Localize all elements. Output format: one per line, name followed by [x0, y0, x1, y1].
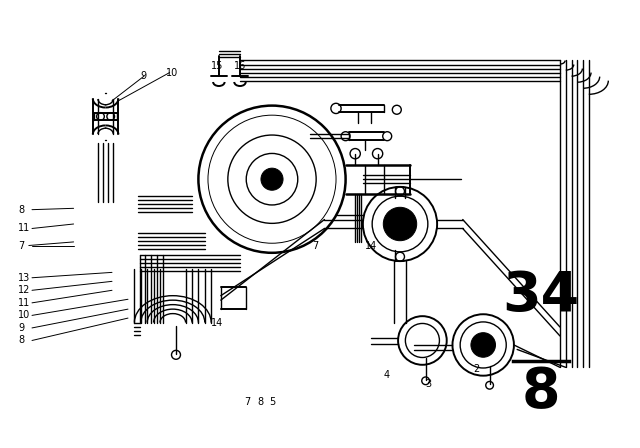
Text: 11: 11 [18, 298, 30, 308]
Text: 8: 8 [522, 365, 560, 419]
Text: 8: 8 [257, 397, 264, 407]
Text: 13: 13 [18, 273, 30, 283]
Text: 12: 12 [18, 285, 30, 295]
Text: 8: 8 [18, 336, 24, 345]
Text: 14: 14 [211, 318, 223, 327]
Text: 7: 7 [18, 241, 24, 250]
Text: 15: 15 [211, 61, 223, 71]
Circle shape [471, 333, 495, 357]
Text: 14: 14 [365, 241, 377, 250]
Text: 10: 10 [166, 68, 179, 78]
Text: 11: 11 [18, 224, 30, 233]
Text: 2: 2 [474, 364, 480, 374]
Text: 7: 7 [244, 397, 251, 407]
Text: 9: 9 [18, 323, 24, 333]
Circle shape [261, 168, 283, 190]
Text: 3: 3 [426, 379, 432, 389]
Text: 5: 5 [269, 397, 275, 407]
Circle shape [383, 207, 417, 241]
Text: 7: 7 [312, 241, 319, 250]
Text: 8: 8 [18, 205, 24, 215]
Text: 10: 10 [18, 310, 30, 320]
Text: 16: 16 [234, 61, 246, 71]
Text: 4: 4 [384, 370, 390, 379]
Text: 9: 9 [141, 71, 147, 81]
Text: 34: 34 [502, 268, 579, 323]
